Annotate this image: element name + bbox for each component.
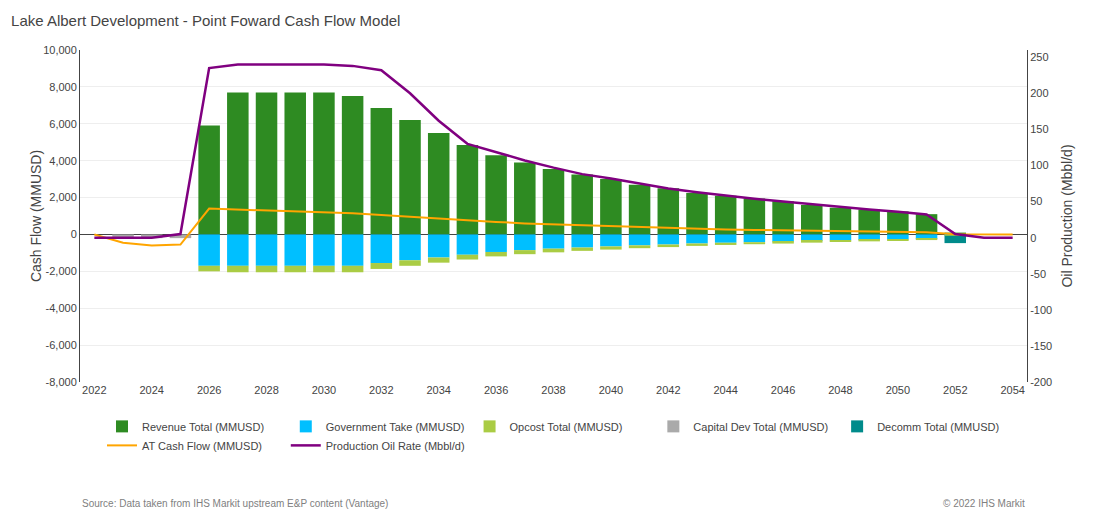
svg-text:Source: Data taken from IHS Ma: Source: Data taken from IHS Markit upstr… [82, 498, 388, 509]
svg-text:150: 150 [1030, 123, 1048, 135]
svg-text:-4,000: -4,000 [46, 302, 77, 314]
svg-text:2046: 2046 [771, 384, 795, 396]
svg-text:-50: -50 [1030, 268, 1046, 280]
svg-text:-100: -100 [1030, 304, 1052, 316]
svg-text:Decomm Total (MMUSD): Decomm Total (MMUSD) [877, 421, 999, 433]
svg-text:2026: 2026 [197, 384, 221, 396]
svg-text:2050: 2050 [886, 384, 910, 396]
svg-text:Cash Flow (MMUSD): Cash Flow (MMUSD) [28, 150, 44, 282]
svg-text:2054: 2054 [1000, 384, 1024, 396]
svg-text:© 2022 IHS Markit: © 2022 IHS Markit [943, 498, 1025, 509]
svg-text:100: 100 [1030, 159, 1048, 171]
svg-text:Production Oil Rate (Mbbl/d): Production Oil Rate (Mbbl/d) [326, 440, 465, 452]
svg-text:2038: 2038 [541, 384, 565, 396]
svg-text:2052: 2052 [943, 384, 967, 396]
svg-text:200: 200 [1030, 87, 1048, 99]
svg-text:2024: 2024 [139, 384, 163, 396]
svg-text:Oil Production (Mbbl/d): Oil Production (Mbbl/d) [1059, 144, 1075, 287]
svg-text:-150: -150 [1030, 340, 1052, 352]
svg-text:-200: -200 [1030, 376, 1052, 388]
svg-text:2044: 2044 [713, 384, 737, 396]
svg-text:2040: 2040 [599, 384, 623, 396]
svg-text:Government Take (MMUSD): Government Take (MMUSD) [326, 421, 465, 433]
svg-text:2032: 2032 [369, 384, 393, 396]
svg-text:2042: 2042 [656, 384, 680, 396]
svg-text:0: 0 [71, 228, 77, 240]
svg-text:250: 250 [1030, 51, 1048, 63]
svg-text:2030: 2030 [312, 384, 336, 396]
svg-text:Opcost Total (MMUSD): Opcost Total (MMUSD) [510, 421, 623, 433]
svg-text:2,000: 2,000 [49, 191, 77, 203]
svg-text:Capital Dev Total (MMUSD): Capital Dev Total (MMUSD) [693, 421, 828, 433]
svg-text:50: 50 [1030, 195, 1042, 207]
svg-text:0: 0 [1030, 232, 1036, 244]
svg-text:-2,000: -2,000 [46, 265, 77, 277]
svg-text:10,000: 10,000 [43, 44, 77, 56]
svg-text:2036: 2036 [484, 384, 508, 396]
svg-text:AT Cash Flow (MMUSD): AT Cash Flow (MMUSD) [142, 440, 262, 452]
svg-text:2028: 2028 [254, 384, 278, 396]
svg-text:2022: 2022 [82, 384, 106, 396]
svg-text:8,000: 8,000 [49, 81, 77, 93]
svg-text:Lake Albert Development - Poin: Lake Albert Development - Point Foward C… [11, 12, 400, 29]
svg-text:2048: 2048 [828, 384, 852, 396]
svg-text:-8,000: -8,000 [46, 376, 77, 388]
svg-text:2034: 2034 [426, 384, 450, 396]
svg-text:6,000: 6,000 [49, 118, 77, 130]
svg-text:Revenue Total (MMUSD): Revenue Total (MMUSD) [142, 421, 264, 433]
svg-text:4,000: 4,000 [49, 155, 77, 167]
svg-text:-6,000: -6,000 [46, 339, 77, 351]
